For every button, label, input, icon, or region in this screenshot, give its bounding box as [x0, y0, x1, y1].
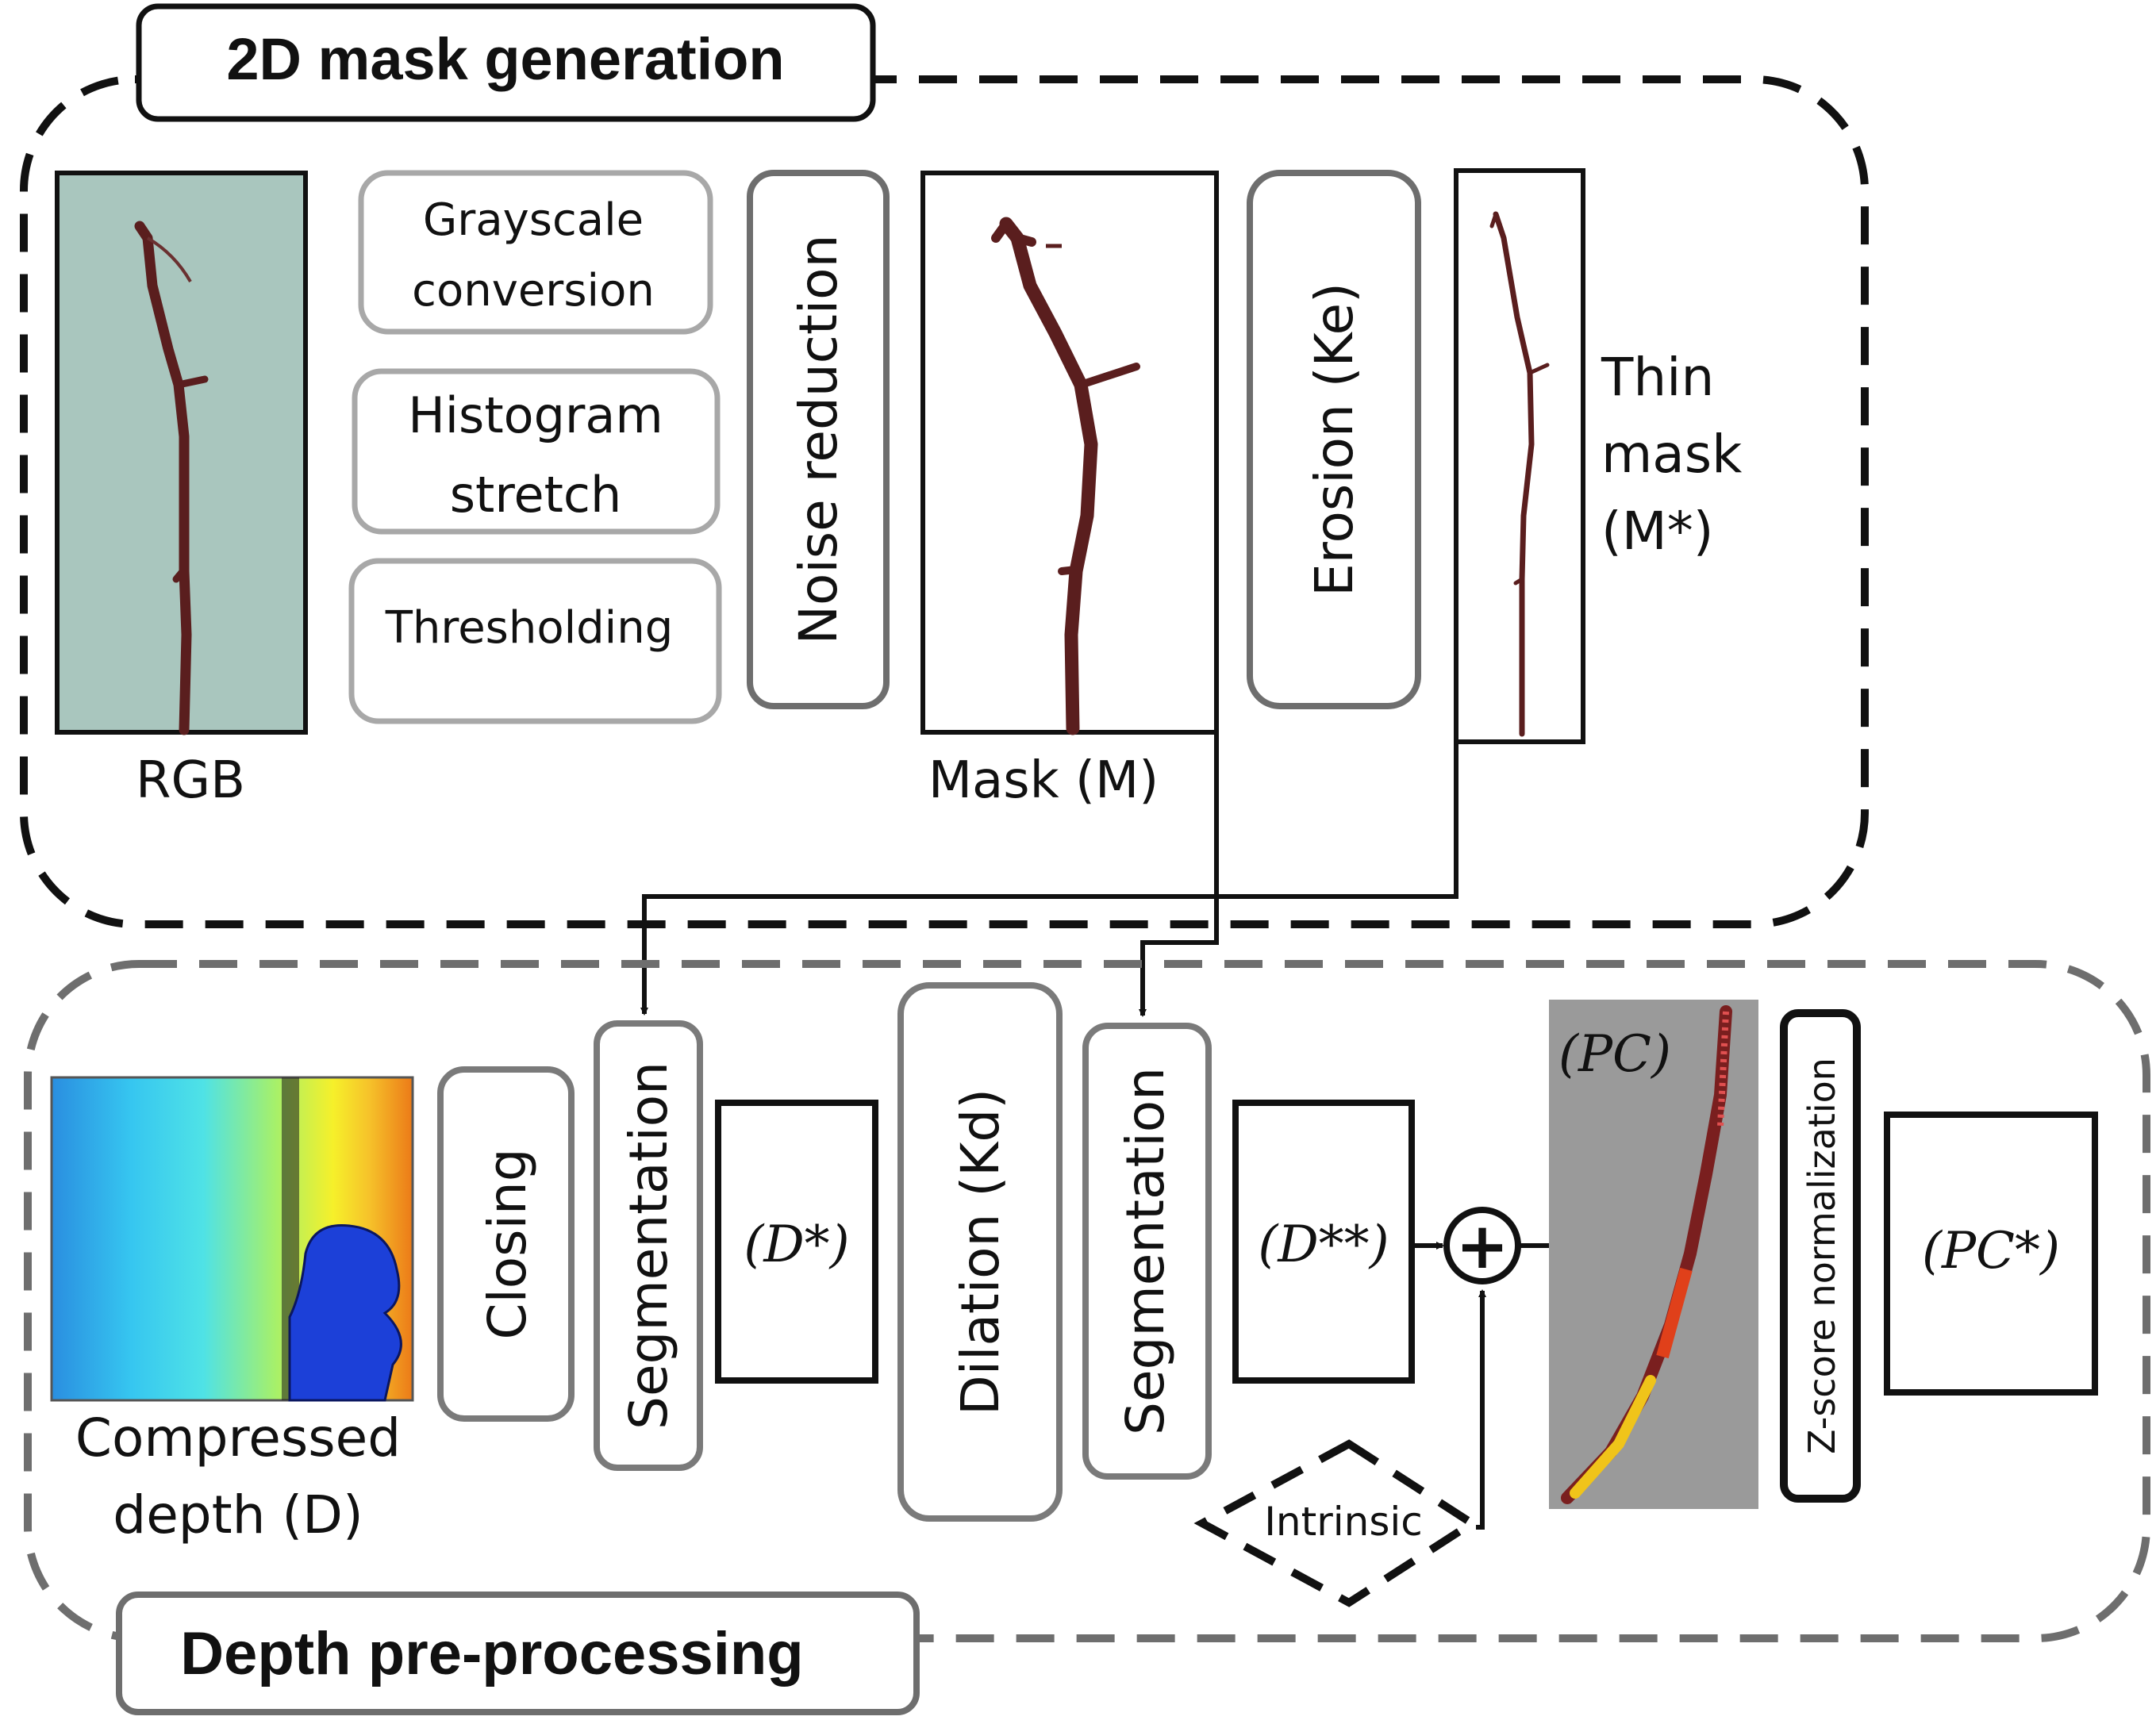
compressed-depth-label-1: Compressed [75, 1407, 401, 1469]
noise-reduction-label: Noise reduction [788, 235, 849, 645]
histogram-label-1: Histogram [408, 386, 663, 444]
plus-sign: + [1455, 1209, 1508, 1283]
thresholding-label: Thresholding [385, 602, 674, 654]
thin-mask-label-1: Thin [1601, 347, 1714, 408]
mask-to-segmentation-2 [1139, 732, 1219, 1017]
histogram-stretch-box: Histogram stretch [352, 368, 721, 535]
compressed-depth-label-2: depth (D) [113, 1484, 363, 1545]
mask-generation-frame [20, 75, 1869, 928]
mask-image [920, 171, 1219, 735]
intrinsic-diamond: Intrinsic [1193, 1439, 1480, 1607]
d-star-star-box: (D**) [1232, 1100, 1415, 1384]
thin-mask-to-segmentation-1 [640, 742, 1458, 1016]
thin-mask-label-2: mask [1601, 424, 1743, 485]
pc-label: (PC) [1558, 1025, 1671, 1084]
thin-mask-label-3: (M*) [1601, 501, 1713, 562]
z-score-normalization-box: Z-score normalization [1780, 1009, 1861, 1503]
rgb-label: RGB [136, 751, 245, 810]
mask-generation-title: 2D mask generation [226, 26, 784, 92]
thin-mask-image [1454, 168, 1585, 744]
point-cloud-image: (PC) [1549, 1000, 1758, 1509]
dilation-label: Dilation (Kd) [950, 1089, 1011, 1415]
z-score-label: Z-score normalization [1801, 1058, 1843, 1454]
thin-mask-label: Thin mask (M*) [1601, 347, 1743, 562]
mask-generation-title-box: 2D mask generation [136, 3, 876, 122]
pc-star-box: (PC*) [1884, 1112, 2098, 1396]
depth-preprocessing-title-box: Depth pre-processing [116, 1592, 920, 1715]
thresholding-box: Thresholding [348, 558, 722, 724]
erosion-box: Erosion (Ke) [1247, 170, 1421, 709]
noise-reduction-box: Noise reduction [747, 170, 890, 709]
pc-star-label: (PC*) [1922, 1222, 2060, 1281]
compressed-depth-image [50, 1076, 414, 1402]
intrinsic-label: Intrinsic [1264, 1499, 1423, 1545]
intrinsic-to-plus-arrow [1476, 1289, 1486, 1530]
mask-label: Mask (M) [928, 751, 1159, 810]
segmentation-label-2: Segmentation [1115, 1067, 1176, 1435]
grayscale-conversion-box: Grayscale conversion [358, 170, 713, 335]
dilation-box: Dilation (Kd) [897, 982, 1063, 1522]
closing-box: Closing [437, 1066, 575, 1422]
segmentation-box-1: Segmentation [594, 1020, 703, 1471]
d-star-star-label: (D**) [1258, 1215, 1389, 1274]
combine-plus-node: + [1443, 1207, 1521, 1284]
closing-label: Closing [477, 1148, 538, 1339]
d-star-label: (D*) [744, 1215, 849, 1274]
rgb-image [55, 171, 308, 735]
d-star-box: (D*) [715, 1100, 878, 1384]
depth-preprocessing-frame [24, 960, 2150, 1642]
segmentation-label-1: Segmentation [618, 1062, 679, 1430]
histogram-label-2: stretch [450, 466, 622, 524]
grayscale-label-2: conversion [412, 265, 655, 317]
erosion-label: Erosion (Ke) [1304, 282, 1365, 597]
grayscale-label-1: Grayscale [423, 194, 644, 246]
depth-preprocessing-title: Depth pre-processing [180, 1620, 803, 1688]
segmentation-box-2: Segmentation [1082, 1023, 1212, 1480]
